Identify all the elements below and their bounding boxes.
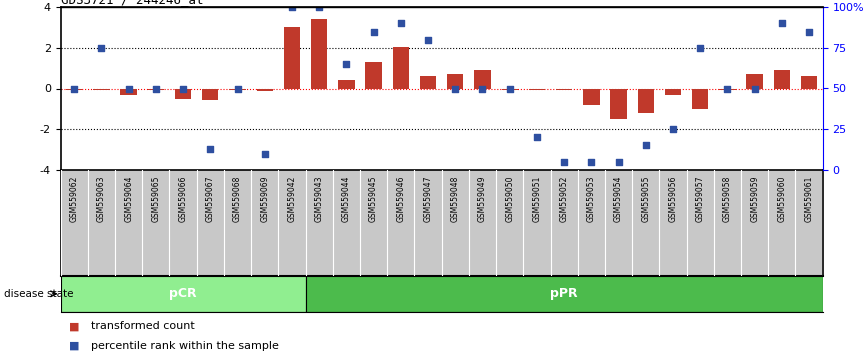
Bar xyxy=(256,88,273,91)
Point xyxy=(802,29,816,34)
Bar xyxy=(720,88,735,90)
Point xyxy=(94,45,108,51)
Text: GSM559049: GSM559049 xyxy=(478,175,487,222)
Point xyxy=(366,29,380,34)
Text: GSM559067: GSM559067 xyxy=(206,175,215,222)
Text: disease state: disease state xyxy=(4,289,74,299)
Text: GSM559066: GSM559066 xyxy=(178,175,188,222)
Point xyxy=(639,143,653,148)
Bar xyxy=(637,88,654,113)
Text: GSM559046: GSM559046 xyxy=(397,175,405,222)
Text: ■: ■ xyxy=(69,321,80,331)
Text: GSM559058: GSM559058 xyxy=(723,175,732,222)
Point xyxy=(721,86,734,91)
Bar xyxy=(583,88,599,105)
Text: GSM559051: GSM559051 xyxy=(533,175,541,222)
Bar xyxy=(447,74,463,88)
Text: ■: ■ xyxy=(69,341,80,350)
Point xyxy=(503,86,517,91)
Bar xyxy=(94,88,110,90)
Point xyxy=(230,86,244,91)
Point xyxy=(122,86,136,91)
Bar xyxy=(420,76,436,88)
Bar xyxy=(556,88,572,90)
Bar xyxy=(773,70,790,88)
Point xyxy=(394,21,408,26)
Bar xyxy=(284,28,301,88)
Bar xyxy=(692,88,708,109)
Bar xyxy=(66,88,82,90)
Point xyxy=(666,126,680,132)
Text: pCR: pCR xyxy=(169,287,197,300)
Bar xyxy=(120,88,137,95)
Bar xyxy=(611,88,627,119)
Bar xyxy=(148,88,164,90)
Point xyxy=(557,159,571,165)
Bar xyxy=(501,88,518,90)
Text: GSM559045: GSM559045 xyxy=(369,175,378,222)
Bar xyxy=(665,88,682,95)
Text: GSM559064: GSM559064 xyxy=(124,175,133,222)
Text: GSM559057: GSM559057 xyxy=(695,175,705,222)
Text: GSM559048: GSM559048 xyxy=(451,175,460,222)
Bar xyxy=(746,74,763,88)
Text: GSM559053: GSM559053 xyxy=(587,175,596,222)
Point xyxy=(176,86,190,91)
Point xyxy=(204,146,217,152)
Bar xyxy=(529,88,545,90)
Bar xyxy=(392,47,409,88)
Text: GSM559063: GSM559063 xyxy=(97,175,106,222)
Text: GSM559047: GSM559047 xyxy=(423,175,432,222)
Point xyxy=(339,61,353,67)
Bar xyxy=(229,88,246,90)
Point xyxy=(747,86,761,91)
Bar xyxy=(801,76,818,88)
Bar xyxy=(306,276,823,312)
Point xyxy=(421,37,435,42)
Bar xyxy=(175,88,191,99)
Text: GSM559056: GSM559056 xyxy=(669,175,677,222)
Point xyxy=(449,86,462,91)
Bar xyxy=(365,62,382,88)
Text: pPR: pPR xyxy=(550,287,578,300)
Text: GSM559060: GSM559060 xyxy=(778,175,786,222)
Bar xyxy=(339,80,354,88)
Point xyxy=(585,159,598,165)
Point xyxy=(313,4,326,10)
Text: GSM559059: GSM559059 xyxy=(750,175,759,222)
Text: GSM559069: GSM559069 xyxy=(261,175,269,222)
Text: GSM559042: GSM559042 xyxy=(288,175,296,222)
Text: GSM559055: GSM559055 xyxy=(642,175,650,222)
Bar xyxy=(202,88,218,100)
Bar xyxy=(311,19,327,88)
Bar xyxy=(61,276,306,312)
Point xyxy=(475,86,489,91)
Point xyxy=(530,135,544,140)
Point xyxy=(285,4,299,10)
Text: percentile rank within the sample: percentile rank within the sample xyxy=(91,341,279,350)
Text: transformed count: transformed count xyxy=(91,321,195,331)
Point xyxy=(611,159,625,165)
Point xyxy=(775,21,789,26)
Text: GSM559052: GSM559052 xyxy=(559,175,569,222)
Point xyxy=(68,86,81,91)
Text: GSM559061: GSM559061 xyxy=(805,175,813,222)
Text: GSM559050: GSM559050 xyxy=(505,175,514,222)
Text: GDS3721 / 244246_at: GDS3721 / 244246_at xyxy=(61,0,204,6)
Text: GSM559054: GSM559054 xyxy=(614,175,623,222)
Point xyxy=(694,45,708,51)
Text: GSM559043: GSM559043 xyxy=(314,175,324,222)
Text: GSM559065: GSM559065 xyxy=(152,175,160,222)
Bar xyxy=(475,70,491,88)
Text: GSM559062: GSM559062 xyxy=(70,175,79,222)
Text: GSM559044: GSM559044 xyxy=(342,175,351,222)
Point xyxy=(149,86,163,91)
Point xyxy=(258,151,272,156)
Text: GSM559068: GSM559068 xyxy=(233,175,242,222)
